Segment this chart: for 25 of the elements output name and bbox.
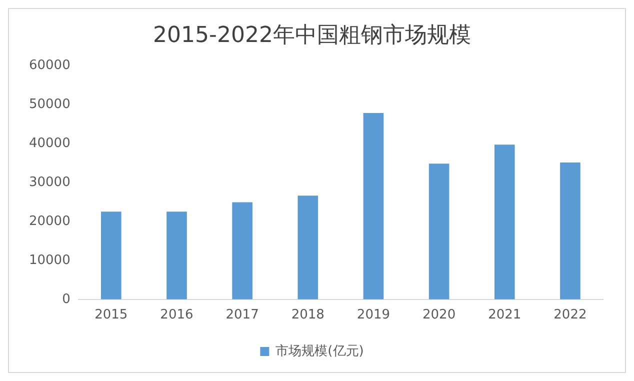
bar — [166, 212, 187, 300]
x-tick-label: 2021 — [488, 308, 522, 323]
x-tick-label: 2017 — [226, 308, 259, 323]
bar — [232, 202, 252, 300]
bar — [298, 196, 318, 300]
x-tick-label: 2020 — [422, 308, 456, 323]
bar — [494, 144, 515, 300]
bar — [428, 164, 450, 300]
chart-title: 2015-2022年中国粗钢市场规模 — [153, 22, 471, 48]
legend-label: 市场规模(亿元) — [276, 344, 364, 359]
bar — [363, 112, 384, 300]
x-tick-label: 2018 — [291, 308, 324, 323]
y-tick-label: 40000 — [28, 136, 70, 151]
bar — [560, 162, 580, 300]
y-tick-label: 60000 — [28, 58, 70, 73]
x-tick-label: 2015 — [94, 308, 128, 323]
y-tick-label: 30000 — [28, 174, 70, 190]
bar — [100, 212, 122, 300]
y-tick-label: 0 — [62, 292, 70, 307]
y-tick-label: 10000 — [28, 252, 70, 268]
y-tick-label: 50000 — [28, 96, 70, 112]
x-tick-label: 2016 — [160, 308, 194, 323]
x-tick-label: 2019 — [356, 308, 390, 323]
x-tick-label: 2022 — [554, 308, 587, 323]
y-tick-label: 20000 — [28, 214, 70, 229]
